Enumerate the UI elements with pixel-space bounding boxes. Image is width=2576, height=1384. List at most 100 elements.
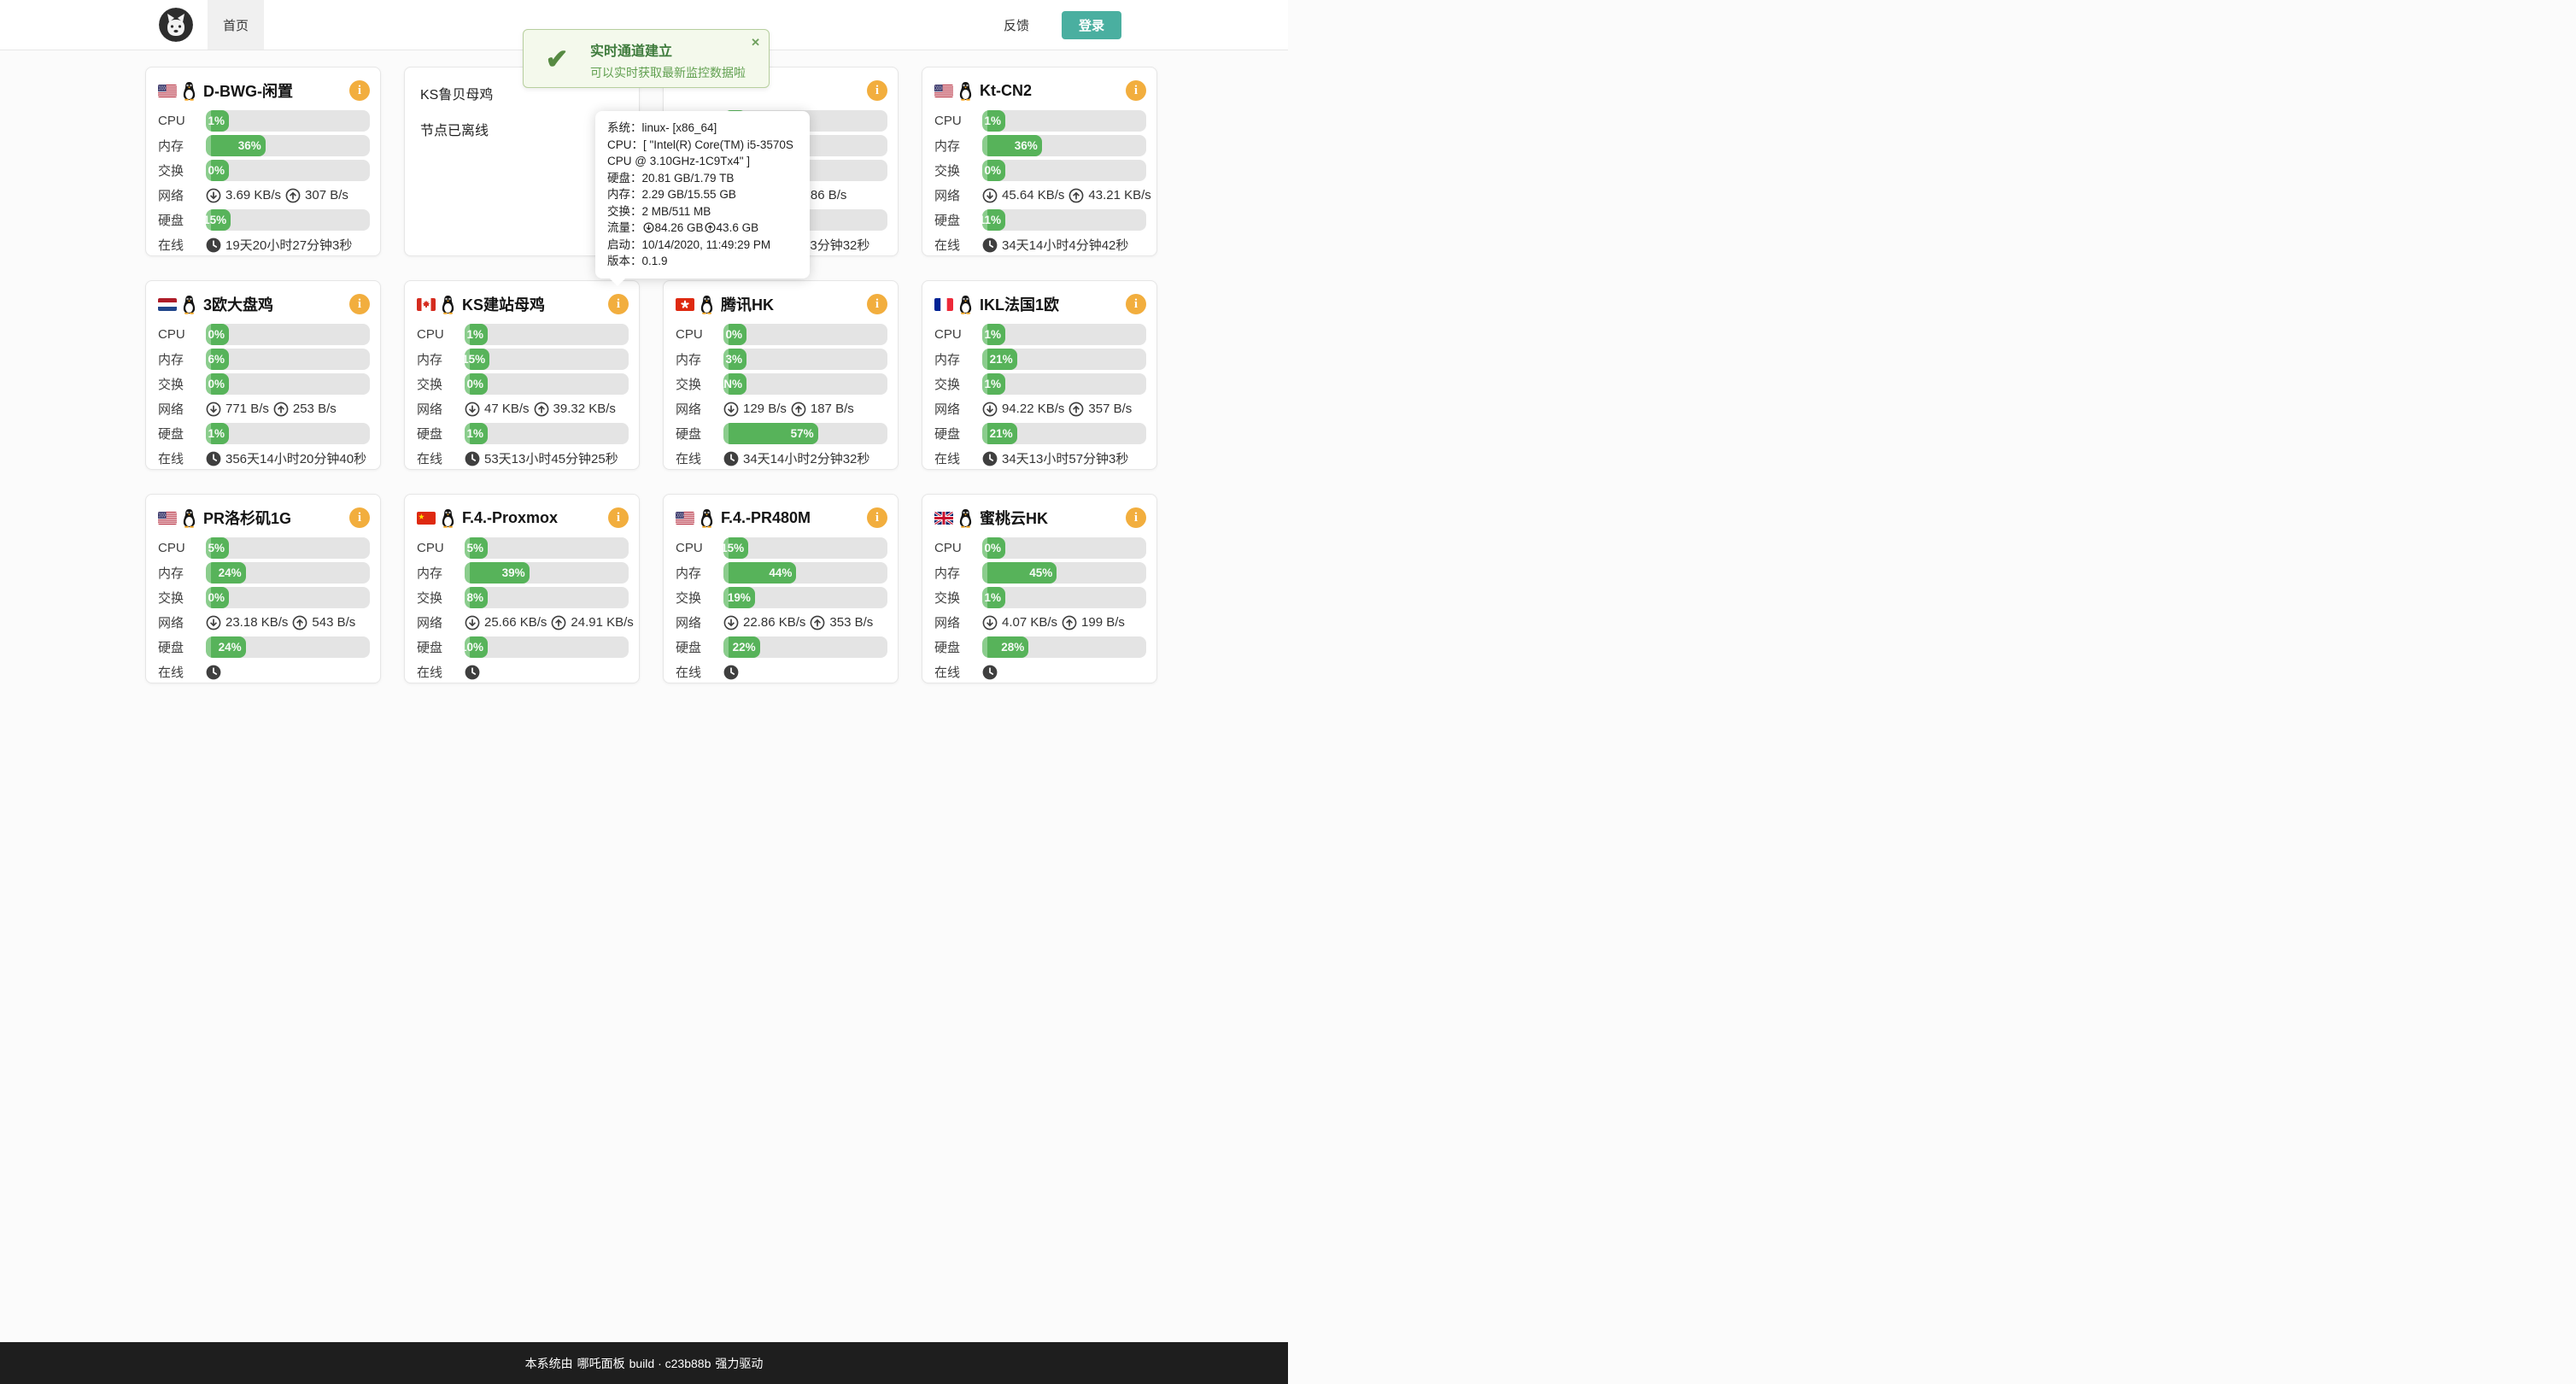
net-download-icon — [465, 402, 480, 417]
info-icon[interactable]: i — [608, 507, 629, 528]
stat-label: CPU — [158, 541, 185, 555]
progress-fill: 0% — [982, 160, 1005, 181]
net-download-icon — [465, 615, 480, 630]
server-name: KS建站母鸡 — [462, 296, 546, 314]
clock-icon — [206, 238, 221, 253]
net-download-value: 45.64 KB/s — [1002, 188, 1065, 202]
linux-tux-icon — [440, 295, 456, 314]
swap-row: 交换 1% — [934, 373, 1146, 395]
server-name: PR洛杉矶1G — [203, 510, 292, 527]
uptime-row: 在线 — [934, 661, 1146, 683]
upload-circle-icon — [705, 222, 716, 233]
stat-label: 交换 — [676, 591, 702, 606]
disk-row: 硬盘 1% — [417, 423, 629, 444]
tab-home[interactable]: 首页 — [208, 0, 264, 50]
uptime-value: 34天14小时4分钟42秒 — [1002, 238, 1129, 253]
linux-tux-icon — [181, 508, 197, 528]
progress-value: 21% — [989, 353, 1013, 366]
info-icon[interactable]: i — [867, 294, 887, 314]
feedback-link[interactable]: 反馈 — [1003, 18, 1029, 33]
stat-label: 内存 — [934, 353, 961, 367]
swap-row: 交换 0% — [158, 373, 370, 395]
uptime-row: 在线 — [158, 661, 370, 683]
progress-fill: 39% — [465, 562, 530, 584]
server-card: 蜜桃云HK i CPU 0% 内存 45% 交换 1% 网络 4.07 KB/s 199 B/s… — [922, 494, 1157, 683]
stat-label: 硬盘 — [934, 427, 961, 442]
net-upload-icon — [1062, 615, 1077, 630]
toast-close-icon[interactable]: ✕ — [751, 36, 760, 49]
progress-bar: 1% — [982, 587, 1146, 608]
progress-bar: NaN% — [723, 373, 887, 395]
progress-fill: 0% — [206, 373, 229, 395]
progress-value: 0% — [984, 164, 1001, 177]
stat-label: 网络 — [158, 616, 184, 630]
info-icon[interactable]: i — [1126, 294, 1146, 314]
net-upload-icon — [551, 615, 566, 630]
stat-label: 在线 — [676, 452, 702, 466]
server-name: IKL法国1欧 — [980, 296, 1060, 314]
offline-status: 节点已离线 — [420, 124, 489, 138]
clock-icon — [723, 665, 739, 680]
net-upload-value: 24.91 KB/s — [571, 615, 634, 630]
progress-bar: 0% — [723, 324, 887, 345]
linux-tux-icon — [181, 295, 197, 314]
tooltip-line-boot: 启动：10/14/2020, 11:49:29 PM — [607, 238, 771, 251]
info-icon[interactable]: i — [349, 80, 370, 101]
network-row: 网络 23.18 KB/s 543 B/s — [158, 612, 370, 633]
login-button[interactable]: 登录 — [1062, 10, 1121, 39]
net-upload-value: 86 B/s — [810, 188, 847, 202]
progress-fill: 1% — [982, 110, 1005, 132]
progress-bar: 1% — [206, 110, 370, 132]
stat-label: 在线 — [417, 666, 443, 680]
server-card-grid: D-BWG-闲置 i CPU 1% 内存 36% 交换 0% 网络 3.69 KB/s 307 … — [145, 67, 1158, 683]
network-row: 网络 3.69 KB/s 307 B/s — [158, 185, 370, 206]
progress-fill: 24% — [206, 636, 246, 658]
toast-title: 实时通道建立 — [590, 44, 673, 59]
country-flag-icon — [676, 297, 694, 311]
network-row: 网络 771 B/s 253 B/s — [158, 398, 370, 419]
server-name: Kt-CN2 — [980, 81, 1032, 99]
net-upload-icon — [791, 402, 806, 417]
uptime-value: 53天13小时45分钟25秒 — [484, 452, 618, 466]
net-download-value: 47 KB/s — [484, 402, 530, 416]
progress-bar: 19% — [723, 587, 887, 608]
cpu-row: CPU 5% — [417, 537, 629, 559]
progress-value: 3% — [725, 353, 742, 366]
progress-fill: 19% — [723, 587, 755, 608]
net-download-icon — [982, 615, 998, 630]
uptime-row: 在线 — [417, 661, 629, 683]
info-icon[interactable]: i — [1126, 507, 1146, 528]
progress-bar: 57% — [723, 423, 887, 444]
footer-bar: 本系统由 哪吒面板 build · c23b88b 强力驱动 — [0, 1342, 1288, 1384]
net-download-icon — [723, 402, 739, 417]
footer-panel-link[interactable]: 哪吒面板 — [577, 1356, 625, 1370]
progress-bar: 1% — [982, 110, 1146, 132]
net-upload-value: 357 B/s — [1088, 402, 1133, 416]
progress-fill: 15% — [465, 349, 490, 370]
net-upload-value: 307 B/s — [305, 188, 348, 202]
network-row: 网络 25.66 KB/s 24.91 KB/s — [417, 612, 634, 633]
memory-row: 内存 3% — [676, 349, 887, 370]
progress-bar: 0% — [982, 160, 1146, 181]
progress-value: 11% — [982, 214, 1001, 226]
progress-fill: 1% — [982, 587, 1005, 608]
progress-bar: 10% — [465, 636, 629, 658]
info-icon[interactable]: i — [1126, 80, 1146, 101]
footer-text-prefix: 本系统由 — [524, 1356, 573, 1370]
info-icon[interactable]: i — [349, 507, 370, 528]
site-logo-avatar[interactable] — [159, 8, 193, 42]
server-card: D-BWG-闲置 i CPU 1% 内存 36% 交换 0% 网络 3.69 KB/s 307 … — [145, 67, 381, 256]
server-card: 腾讯HK i CPU 0% 内存 3% 交换 NaN% 网络 129 B/s 187 B/s 硬盘… — [663, 280, 899, 470]
info-icon[interactable]: i — [349, 294, 370, 314]
swap-row: 交换 19% — [676, 587, 887, 608]
country-flag-icon — [934, 297, 953, 311]
linux-tux-icon — [440, 508, 456, 528]
progress-value: 1% — [984, 591, 1001, 604]
progress-bar: 6% — [206, 349, 370, 370]
info-icon[interactable]: i — [608, 294, 629, 314]
info-icon[interactable]: i — [867, 507, 887, 528]
progress-value: 36% — [1014, 139, 1038, 152]
info-icon[interactable]: i — [867, 80, 887, 101]
stat-label: 网络 — [934, 402, 961, 417]
stat-label: 硬盘 — [158, 427, 184, 442]
